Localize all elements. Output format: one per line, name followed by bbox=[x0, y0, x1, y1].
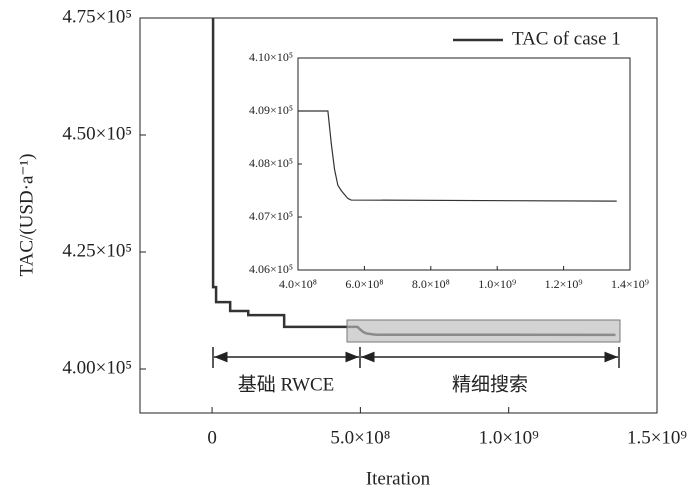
x-tick-label: 1.0×10⁹ bbox=[479, 427, 539, 448]
legend-label: TAC of case 1 bbox=[512, 28, 621, 49]
annotation: 基础 RWCE bbox=[238, 373, 335, 395]
annotation-arrows bbox=[212, 347, 620, 368]
x-tick-label: 1.5×10⁹ bbox=[627, 427, 687, 448]
y-tick-label: 4.06×10⁵ bbox=[249, 262, 293, 276]
x-tick-label: 1.4×10⁹ bbox=[611, 277, 649, 291]
y-tick-label: 4.50×10⁵ bbox=[62, 123, 132, 144]
inset-frame bbox=[297, 57, 631, 271]
x-tick-label: 5.0×10⁸ bbox=[330, 427, 390, 448]
annotation: 精细搜索 bbox=[452, 373, 528, 395]
y-tick-label: 4.10×10⁵ bbox=[249, 50, 293, 64]
x-tick-label: 8.0×10⁸ bbox=[412, 277, 450, 291]
data-line bbox=[298, 110, 617, 202]
y-tick-label: 4.08×10⁵ bbox=[249, 156, 293, 170]
y-tick-label: 4.07×10⁵ bbox=[249, 209, 293, 223]
x-tick-label: 1.0×10⁹ bbox=[478, 277, 516, 291]
x-tick-label: 4.0×10⁸ bbox=[279, 277, 317, 291]
y-tick-label: 4.09×10⁵ bbox=[249, 103, 293, 117]
y-tick-label: 4.75×10⁵ bbox=[62, 6, 132, 27]
y-axis-label: TAC/(USD·a⁻¹) bbox=[16, 154, 37, 277]
highlight-box bbox=[346, 319, 621, 343]
x-tick-label: 0 bbox=[207, 427, 217, 448]
plot-frame bbox=[139, 17, 658, 414]
x-tick-label: 6.0×10⁸ bbox=[345, 277, 383, 291]
x-tick-label: 1.2×10⁹ bbox=[545, 277, 583, 291]
legend: TAC of case 1 bbox=[453, 28, 621, 49]
y-tick-label: 4.25×10⁵ bbox=[62, 240, 132, 261]
y-tick-label: 4.00×10⁵ bbox=[62, 357, 132, 378]
x-axis-label: Iteration bbox=[366, 468, 431, 489]
